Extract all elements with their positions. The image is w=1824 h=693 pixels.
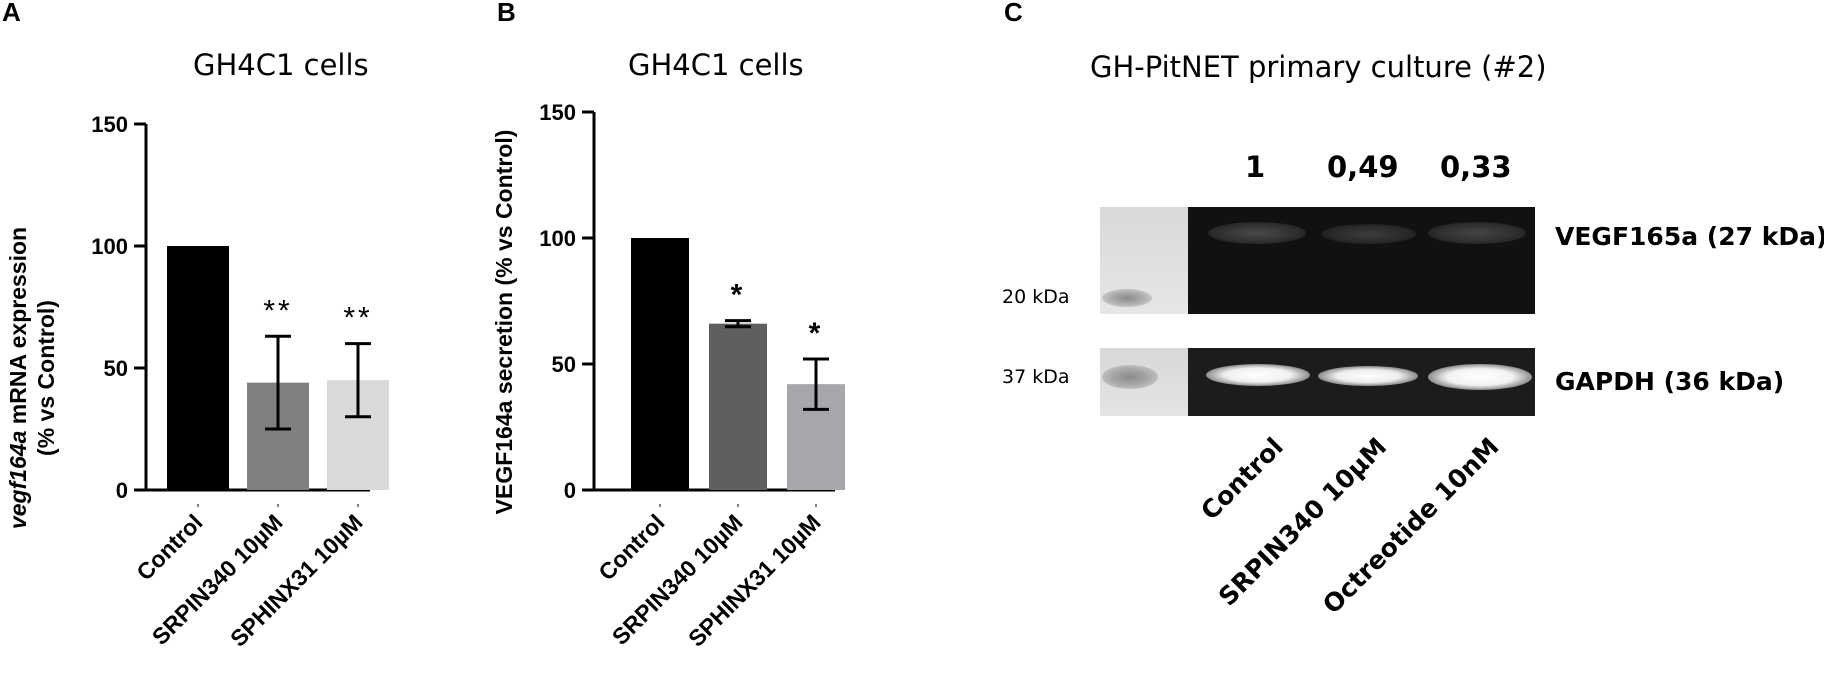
chart-b-significance-2: * (809, 317, 824, 350)
wb-band-vegf-srpin340 (1322, 224, 1416, 244)
chart-a-y-label-rest: mRNA expression (5, 227, 31, 431)
wb-marker-20kda: 20 kDa (1002, 286, 1070, 308)
wb-title: GH-PitNET primary culture (#2) (1090, 50, 1547, 84)
wb-band-vegf-control (1208, 222, 1306, 244)
panel-letter-b: B (497, 0, 516, 27)
wb-band-label-vegf: VEGF165a (27 kDa) (1555, 222, 1824, 251)
wb-band-gapdh-srpin340 (1318, 366, 1418, 386)
chart-a-y-label-line1: vegf164a mRNA expression (5, 227, 31, 529)
chart-b-category-label-0: Control (593, 509, 669, 585)
chart-a-y-label-line2: (% vs Control) (33, 300, 59, 456)
chart-b: 0 50 100 150 Control * SRPIN340 10µM * SPHINX31 … (491, 100, 845, 652)
chart-a-y-label-italic: vegf164a (5, 430, 31, 529)
chart-b-y-label-text: VEGF164a secretion (% vs Control) (491, 130, 517, 515)
chart-b-y-tick-label: 100 (539, 226, 576, 251)
chart-a-bar-0 (167, 246, 229, 490)
chart-a-significance-1: ** (263, 294, 292, 327)
chart-b-category-label-2: SPHINX31 10µM (683, 509, 826, 652)
chart-a-y-tick-label: 0 (116, 478, 128, 503)
chart-b-axes: 0 50 100 150 (539, 100, 835, 503)
chart-b-y-tick-label: 150 (539, 100, 576, 125)
chart-b-bar-1 (709, 323, 767, 490)
panel-letter-c: C (1004, 0, 1023, 27)
wb-quant-control: 1 (1245, 150, 1266, 184)
wb-band-gapdh-control (1206, 364, 1310, 386)
chart-b-category-label-1: SRPIN340 10µM (607, 509, 748, 650)
chart-a-y-label: vegf164a mRNA expression (% vs Control) (5, 227, 59, 529)
chart-a-y-tick-label: 50 (104, 356, 128, 381)
wb-band-gapdh-octreotide (1428, 364, 1532, 390)
wb-band-vegf-octreotide (1428, 222, 1526, 244)
chart-b-y-tick-label: 50 (552, 352, 576, 377)
wb-quant-octreotide: 0,33 (1440, 150, 1512, 184)
wb-ladder-gapdh-band (1102, 365, 1158, 389)
wb-ladder-vegf-band (1102, 289, 1152, 307)
chart-a-y-tick-label: 150 (91, 112, 128, 137)
chart-a-y-tick-label: 100 (91, 234, 128, 259)
wb-marker-37kda: 37 kDa (1002, 366, 1070, 388)
wb-band-label-gapdh: GAPDH (36 kDa) (1555, 367, 1785, 396)
wb-quant-srpin340: 0,49 (1327, 150, 1399, 184)
panel-letter-a: A (2, 0, 21, 27)
chart-b-y-tick-label: 0 (564, 478, 576, 503)
chart-b-y-label: VEGF164a secretion (% vs Control) (491, 130, 517, 515)
wb-lane-label-control: Control (1194, 432, 1289, 526)
chart-b-bar-0 (631, 238, 689, 490)
chart-b-title: GH4C1 cells (628, 48, 804, 82)
chart-b-significance-1: * (731, 279, 746, 312)
chart-a-title: GH4C1 cells (193, 48, 369, 82)
chart-a-significance-2: ** (343, 302, 372, 335)
